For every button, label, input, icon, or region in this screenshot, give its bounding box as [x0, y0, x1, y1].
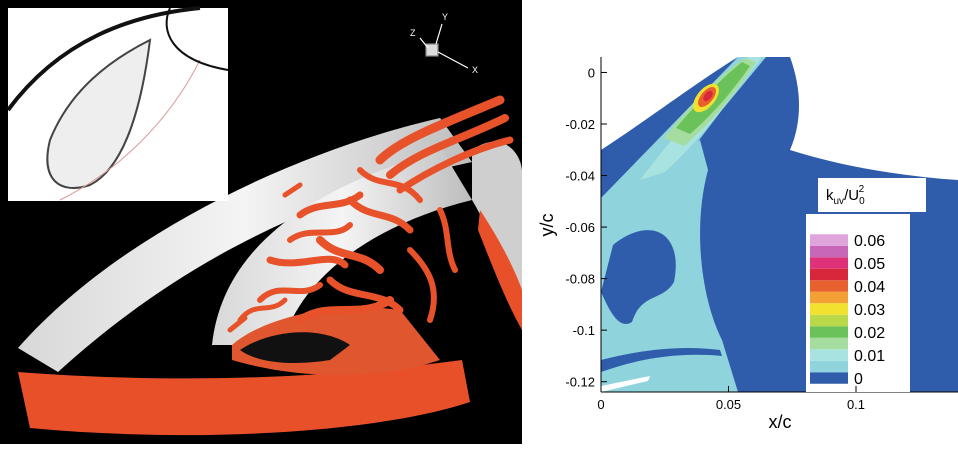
colorbar-swatch [810, 326, 848, 338]
figure: X Y Z x/c y/c kuv/U02 00.010.020.030.040… [0, 0, 958, 444]
y-axis-title: y/c [537, 213, 557, 236]
colorbar-label: 0.04 [854, 279, 885, 296]
y-tick-label: -0.1 [573, 323, 595, 338]
axis-triad-label: X [472, 65, 478, 75]
colorbar-swatch [810, 234, 848, 246]
colorbar-swatch [810, 338, 848, 350]
colorbar-title-part: uv [834, 196, 845, 207]
y-tick-label: 0 [588, 65, 595, 80]
colorbar-label: 0.03 [854, 302, 885, 319]
colorbar-label: 0 [854, 371, 863, 388]
axis-triad-label: Y [442, 12, 448, 22]
colorbar-swatch [810, 280, 848, 292]
colorbar-swatch [810, 246, 848, 258]
axis-triad-label: Z [410, 28, 416, 38]
colorbar-label: 0.05 [854, 256, 885, 273]
colorbar-title: kuv/U02 [826, 184, 865, 207]
y-tick-label: -0.02 [565, 117, 595, 132]
x-axis-title: x/c [768, 412, 791, 432]
colorbar-swatch [810, 315, 848, 327]
colorbar-title-part: 0 [859, 196, 865, 207]
colorbar-label: 0.02 [854, 325, 885, 342]
colorbar-swatch [810, 303, 848, 315]
x-tick-label: 0.1 [847, 397, 865, 412]
colorbar-swatch [810, 257, 848, 269]
colorbar-title-part: 2 [859, 184, 865, 195]
x-tick-label: 0.05 [716, 397, 741, 412]
colorbar-swatch [810, 361, 848, 373]
y-tick-label: -0.06 [565, 220, 595, 235]
colorbar-label: 0.01 [854, 348, 885, 365]
y-tick-label: -0.08 [565, 272, 595, 287]
colorbar-title-part: /U [844, 187, 859, 204]
colorbar-label: 0.06 [854, 233, 885, 250]
y-tick-label: -0.04 [565, 169, 595, 184]
render-panel: X Y Z [0, 0, 522, 444]
colorbar-swatch [810, 269, 848, 281]
colorbar-swatch [810, 372, 848, 384]
colorbar: 0 0.01 0.02 0.03 0.04 0.05 0.06 [810, 233, 885, 388]
x-tick-label: 0 [597, 397, 604, 412]
colorbar-swatch [810, 349, 848, 361]
colorbar-swatch [810, 292, 848, 304]
contour-region [661, 250, 671, 266]
y-tick-label: -0.12 [565, 375, 595, 390]
